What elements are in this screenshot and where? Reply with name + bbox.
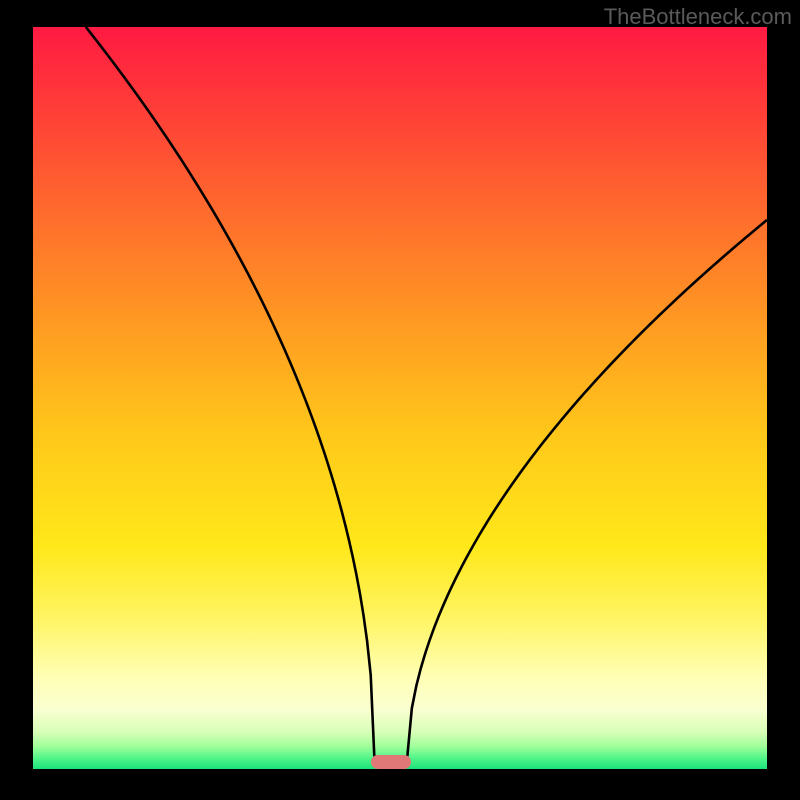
watermark-text: TheBottleneck.com bbox=[604, 4, 792, 30]
bottleneck-curve bbox=[33, 27, 767, 769]
optimal-marker bbox=[371, 755, 411, 769]
chart-plot-area bbox=[33, 27, 767, 769]
